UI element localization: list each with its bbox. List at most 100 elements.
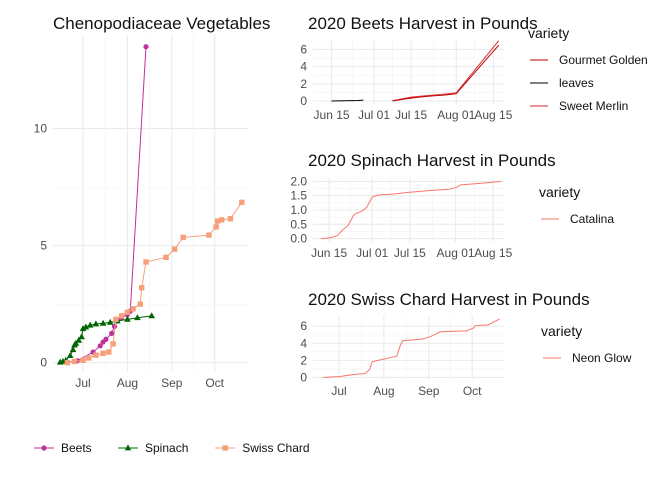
x-tick-label: Aug 01 — [437, 246, 475, 260]
data-point — [100, 350, 106, 356]
legend-title: variety — [539, 184, 580, 200]
chard-chart-title: 2020 Swiss Chard Harvest in Pounds — [308, 290, 590, 309]
data-point — [214, 218, 221, 224]
x-tick-label: Jun 15 — [314, 108, 350, 122]
y-tick-label: 1.0 — [290, 203, 307, 217]
data-point — [137, 301, 143, 307]
data-point — [143, 44, 149, 50]
data-point — [72, 339, 80, 346]
chard-series — [323, 318, 500, 378]
data-point — [227, 216, 234, 222]
y-tick-label: 4 — [300, 60, 307, 74]
x-tick-label: Jul — [75, 376, 90, 390]
y-tick-label: 2 — [300, 77, 307, 91]
y-tick-label: 0.0 — [290, 232, 307, 246]
beets-series — [331, 40, 500, 102]
data-point — [239, 199, 245, 206]
legend-key-marker — [41, 445, 47, 451]
data-point — [93, 352, 99, 358]
main-legend: Beets Spinach Swiss Chard — [34, 441, 310, 455]
data-point — [106, 318, 114, 325]
data-point — [113, 316, 119, 323]
data-point — [99, 319, 107, 326]
data-point — [163, 254, 169, 261]
data-point — [110, 341, 116, 347]
y-tick-label: 5 — [40, 239, 47, 253]
beets-chart-title: 2020 Beets Harvest in Pounds — [308, 14, 538, 33]
data-point — [148, 312, 156, 319]
data-point — [71, 358, 78, 365]
beets-legend: variety Gourmet Golden leaves Sweet Merlin — [528, 25, 648, 113]
y-tick-label: 1.5 — [290, 189, 307, 203]
legend-title: variety — [541, 323, 582, 339]
x-tick-label: Jul 15 — [395, 108, 427, 122]
spinach-y-tick-labels: 0.00.51.01.52.0 — [290, 174, 307, 245]
x-tick-label: Jul — [331, 384, 346, 398]
x-tick-label: Aug — [373, 384, 394, 398]
data-point — [64, 359, 71, 366]
y-tick-label: 0 — [300, 370, 307, 384]
spinach-x-tick-labels: Jun 15 Jul 01 Jul 15 Aug 01 Aug 15 — [311, 246, 512, 260]
legend-label: Neon Glow — [572, 351, 632, 365]
data-point — [82, 323, 90, 330]
legend-label: Sweet Merlin — [559, 99, 628, 113]
data-point — [109, 330, 115, 336]
x-tick-label: Jul 01 — [358, 108, 390, 122]
beets-x-tick-labels: Jun 15 Jul 01 Jul 15 Aug 01 Aug 15 — [314, 108, 513, 122]
chard-legend: variety Neon Glow — [541, 323, 632, 365]
data-point — [66, 352, 74, 359]
spinach-chart: 2020 Spinach Harvest in Pounds 0.00.51.0… — [290, 151, 614, 260]
data-point — [171, 246, 178, 252]
data-point — [180, 234, 186, 241]
data-point — [86, 355, 92, 361]
x-tick-label: Aug — [117, 376, 138, 390]
data-point — [78, 333, 85, 340]
y-tick-label: 2.0 — [290, 174, 307, 188]
x-tick-label: Jul 15 — [394, 246, 426, 260]
series-line-neon-glow — [323, 318, 500, 378]
data-point — [106, 349, 112, 355]
legend-label: Spinach — [145, 441, 188, 455]
data-point — [97, 343, 103, 349]
y-tick-label: 0 — [300, 94, 307, 108]
data-point — [111, 323, 118, 329]
y-tick-label: 6 — [300, 319, 307, 333]
legend-label: Beets — [61, 441, 92, 455]
y-tick-label: 4 — [300, 336, 307, 350]
x-tick-label: Aug 15 — [474, 246, 512, 260]
series-line-leaves — [331, 99, 364, 102]
data-point — [206, 232, 212, 238]
x-tick-label: Sep — [418, 384, 440, 398]
x-tick-label: Aug 01 — [437, 108, 475, 122]
legend-key-marker — [124, 444, 132, 451]
y-tick-label: 2 — [300, 353, 307, 367]
data-point — [86, 321, 94, 328]
legend-label: Gourmet Golden — [559, 53, 648, 67]
chard-y-tick-labels: 0 2 4 6 — [300, 319, 307, 384]
beets-y-tick-labels: 0 2 4 6 — [300, 42, 307, 108]
spinach-chart-title: 2020 Spinach Harvest in Pounds — [308, 151, 556, 170]
series-line-gourmet-golden — [392, 44, 500, 102]
chard-grid — [313, 316, 504, 380]
main-chart: Chenopodiaceae Vegetables 0 5 10 Jul Aug Sep… — [34, 14, 310, 455]
data-point — [103, 336, 109, 342]
legend-label: leaves — [559, 76, 594, 90]
x-tick-label: Jul 01 — [356, 246, 388, 260]
legend-label: Catalina — [570, 212, 614, 226]
data-point — [134, 314, 141, 321]
main-x-tick-labels: Jul Aug Sep Oct — [75, 376, 224, 390]
data-point — [69, 346, 77, 353]
series-line-sweet-merlin — [392, 40, 500, 102]
data-point — [92, 320, 100, 327]
main-series — [56, 44, 245, 366]
y-tick-label: 6 — [300, 42, 307, 56]
y-tick-label: 0 — [40, 356, 47, 370]
legend-key-marker — [222, 445, 228, 451]
data-point — [130, 306, 136, 312]
y-tick-label: 10 — [34, 122, 48, 136]
data-point — [139, 285, 145, 291]
x-tick-label: Oct — [205, 376, 224, 390]
chard-chart: 2020 Swiss Chard Harvest in Pounds 0246 … — [300, 290, 631, 398]
data-point — [143, 259, 149, 265]
series-line-catalina — [321, 180, 502, 240]
